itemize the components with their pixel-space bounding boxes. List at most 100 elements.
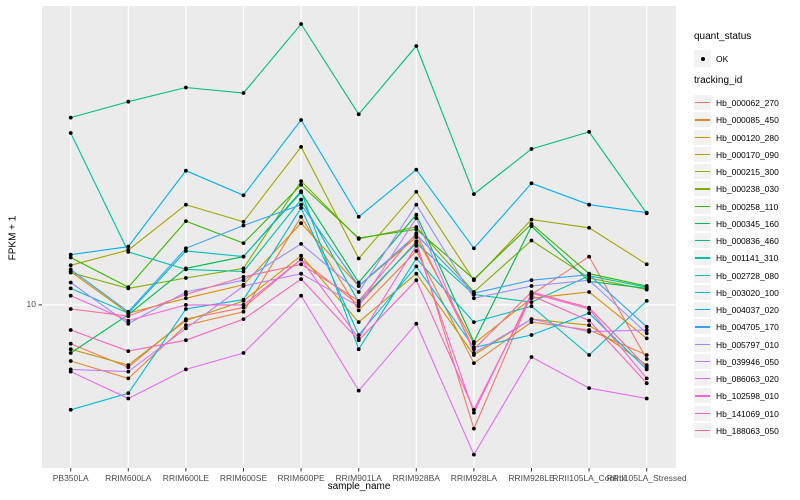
data-point [241, 241, 246, 246]
data-point [241, 223, 246, 228]
legend-key [694, 198, 711, 214]
data-point [356, 338, 361, 343]
data-point [299, 22, 303, 26]
legend-key [694, 233, 711, 248]
data-point [126, 363, 131, 367]
data-point [644, 381, 649, 386]
data-point [126, 391, 131, 396]
data-point [184, 338, 188, 343]
data-point [529, 320, 534, 324]
data-point [299, 262, 303, 267]
data-point [472, 277, 476, 281]
legend-label: Hb_000170_090 [716, 149, 779, 160]
data-point [126, 376, 131, 381]
data-point [472, 246, 476, 251]
data-point [587, 323, 591, 328]
data-point [472, 340, 476, 344]
data-point [68, 307, 73, 311]
legend-key [694, 181, 711, 197]
data-point [126, 321, 131, 326]
data-point [644, 331, 649, 336]
data-point [68, 286, 73, 291]
data-point [299, 257, 303, 262]
data-point [644, 285, 649, 290]
data-point [529, 290, 534, 294]
legend-label: Hb_000062_270 [716, 98, 779, 108]
data-point [299, 179, 303, 184]
data-point [472, 410, 476, 415]
data-point [414, 249, 419, 253]
data-point [126, 244, 131, 249]
data-point [587, 386, 591, 390]
data-point [184, 303, 188, 307]
data-point [529, 300, 534, 305]
x-tick-label: RRIM600LA [105, 473, 152, 483]
data-point [356, 256, 361, 261]
data-point [587, 329, 591, 334]
legend-title-quant-status: quant_status [694, 31, 752, 42]
data-point [356, 299, 361, 303]
legend-line-icon [695, 205, 710, 207]
legend-key [694, 250, 711, 266]
legend-key [694, 353, 711, 369]
data-point [472, 347, 476, 352]
data-point [241, 193, 246, 198]
legend-label: Hb_003020_100 [716, 287, 779, 298]
x-tick-label: RRII105LA_Stressed [607, 473, 687, 483]
data-point [68, 263, 73, 268]
data-point [644, 357, 649, 361]
data-point [184, 202, 188, 207]
data-point [68, 255, 73, 260]
data-point [68, 115, 73, 120]
data-point [241, 219, 246, 224]
data-point [184, 276, 188, 280]
data-point [68, 341, 73, 346]
data-point [356, 304, 361, 309]
data-point [184, 292, 188, 297]
data-point [644, 210, 649, 215]
data-point [126, 285, 131, 290]
data-point [241, 91, 246, 95]
legend-key [694, 95, 711, 110]
data-point [529, 238, 534, 243]
legend-line-icon [695, 360, 710, 363]
data-point [126, 369, 131, 374]
data-point [472, 361, 476, 365]
data-point [184, 367, 188, 372]
data-point [184, 326, 188, 331]
data-point [299, 253, 303, 258]
data-point [529, 317, 534, 321]
legend-line-icon [695, 136, 710, 138]
data-point [356, 112, 361, 117]
data-point [529, 293, 534, 298]
data-point [414, 321, 419, 326]
legend-key [694, 336, 711, 352]
legend-label: Hb_000238_030 [716, 184, 779, 195]
legend-line-icon [695, 343, 710, 345]
data-point [241, 284, 246, 288]
data-point [126, 318, 131, 323]
data-point [414, 231, 419, 236]
data-point [414, 278, 419, 283]
data-point [414, 227, 419, 232]
data-point [414, 202, 419, 207]
data-point [644, 328, 649, 332]
legend-line-icon [695, 188, 710, 190]
legend-key [694, 422, 711, 438]
data-point [644, 396, 649, 401]
data-point [241, 297, 246, 302]
x-tick-label: PB350LA [53, 473, 89, 483]
legend-line-icon [695, 257, 710, 259]
data-point [529, 333, 534, 337]
data-point [299, 202, 303, 207]
data-point [126, 314, 131, 318]
data-point [299, 118, 303, 122]
legend-label: Hb_102598_010 [716, 391, 779, 402]
legend-key [694, 267, 711, 283]
data-point [126, 309, 131, 314]
legend-label: Hb_000085_450 [716, 115, 779, 126]
legend-line-icon [695, 274, 710, 276]
data-point [472, 296, 476, 301]
data-point [68, 369, 73, 374]
